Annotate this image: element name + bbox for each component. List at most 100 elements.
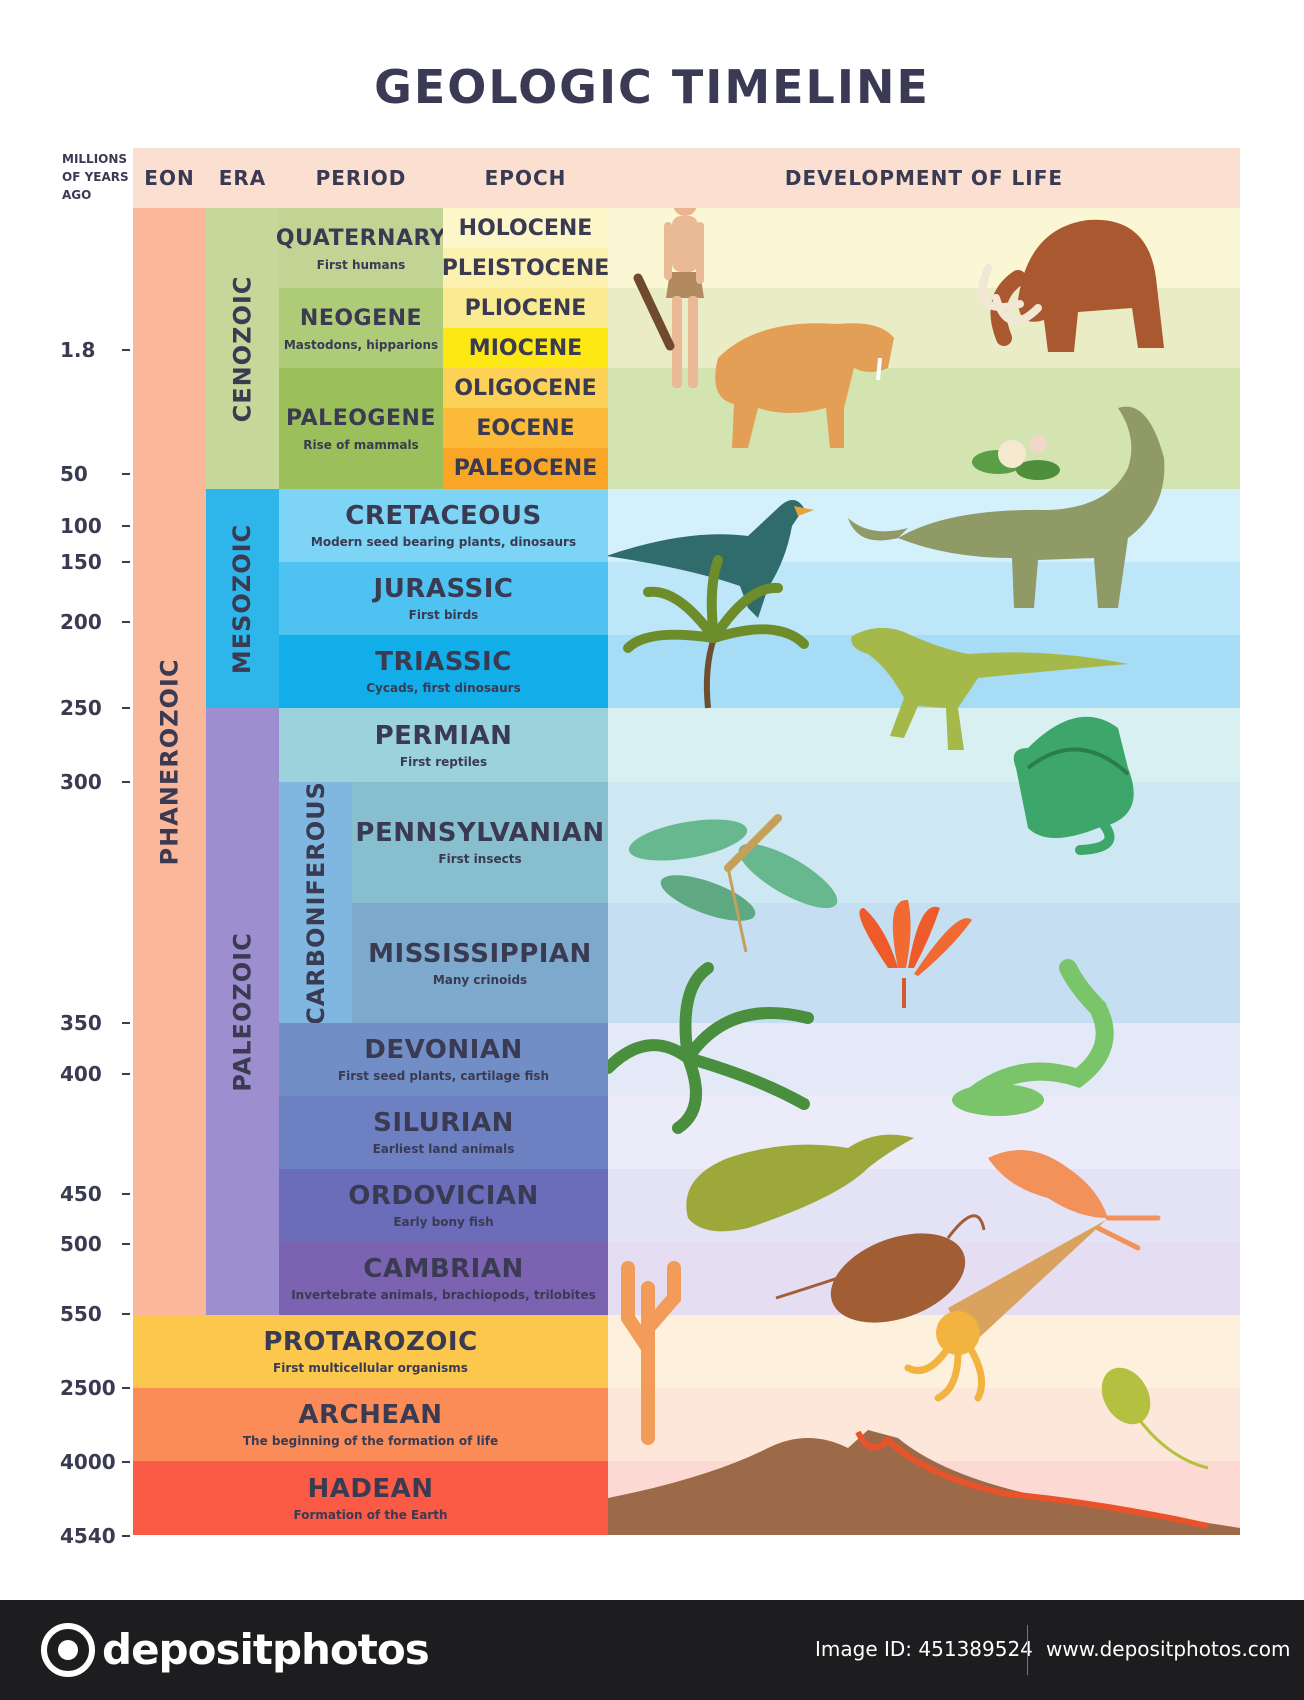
tick-mark — [122, 781, 130, 783]
period-name: CAMBRIAN — [363, 1254, 524, 1284]
bacterium-icon — [1101, 1367, 1209, 1470]
tick-mark — [122, 349, 130, 351]
tick-mark — [122, 1535, 130, 1537]
footer-bar — [0, 1600, 1304, 1700]
footer-url[interactable]: www.depositphotos.com — [1046, 1637, 1291, 1661]
mya-axis-header: MILLIONS OF YEARS AGO — [62, 150, 132, 204]
tick-mark — [122, 621, 130, 623]
epoch-holocene: HOLOCENE — [443, 208, 608, 248]
period-desc: First humans — [316, 257, 406, 272]
life-band — [608, 1096, 1240, 1169]
mammoth-icon — [978, 219, 1164, 352]
period-mississippian: MISSISSIPPIAN Many crinoids — [352, 903, 608, 1023]
period-devonian: DEVONIAN First seed plants, cartilage fi… — [279, 1023, 608, 1096]
tick-label: 100 — [60, 514, 102, 538]
epoch-pleistocene: PLEISTOCENE — [442, 248, 609, 288]
period-name: ORDOVICIAN — [348, 1181, 539, 1211]
period-desc: Rise of mammals — [303, 438, 419, 452]
header-eon: EON — [133, 148, 206, 208]
period-quaternary: QUATERNARY First humans — [276, 208, 446, 288]
period-carboniferous-label: CARBONIFEROUS — [301, 780, 330, 1025]
period-permian: PERMIAN First reptiles — [279, 708, 608, 782]
page-title: GEOLOGIC TIMELINE — [374, 60, 930, 114]
tick-mark — [122, 1387, 130, 1389]
tick-label: 250 — [60, 696, 102, 720]
footer-brand[interactable]: depositphotos — [102, 1625, 430, 1674]
period-jurassic: JURASSIC First birds — [279, 562, 608, 635]
period-desc: Earliest land animals — [372, 1142, 515, 1156]
period-desc: First reptiles — [399, 754, 488, 769]
period-desc: Modern seed bearing plants, dinosaurs — [310, 535, 577, 549]
eon-name: PROTAROZOIC — [263, 1327, 478, 1357]
tick-mark — [122, 1461, 130, 1463]
period-name: PALEOGENE — [286, 406, 436, 431]
volcano-icon — [608, 1430, 1240, 1535]
era-cenozoic-label: CENOZOIC — [228, 275, 257, 422]
mya-header-line: OF YEARS — [62, 170, 129, 184]
nautiloid-icon — [904, 1220, 1106, 1402]
tick-mark — [122, 707, 130, 709]
tick-mark — [122, 473, 130, 475]
era-mesozoic-label: MESOZOIC — [228, 523, 257, 674]
period-desc: Many crinoids — [432, 972, 528, 987]
header-period: PERIOD — [279, 148, 443, 208]
caveman-icon — [633, 208, 704, 388]
eon-desc: Formation of the Earth — [293, 1507, 448, 1522]
eon-name: ARCHEAN — [298, 1400, 443, 1430]
tick-mark — [122, 1243, 130, 1245]
period-desc: Cycads, first dinosaurs — [366, 681, 521, 695]
tick-label: 550 — [60, 1302, 102, 1326]
period-name: TRIASSIC — [375, 647, 512, 677]
fern-icon — [608, 962, 814, 1134]
period-desc: First birds — [408, 608, 479, 622]
period-pennsylvanian: PENNSYLVANIAN First insects — [352, 782, 608, 903]
amphibian-icon — [952, 959, 1114, 1116]
epoch-pliocene: PLIOCENE — [443, 288, 608, 328]
sabertooth-icon — [715, 323, 894, 448]
tick-label: 500 — [60, 1232, 102, 1256]
eon-phanerozoic-label: PHANEROZOIC — [155, 658, 184, 865]
era-cenozoic: CENOZOIC — [206, 208, 279, 489]
tick-label: 50 — [60, 462, 88, 486]
period-name: NEOGENE — [299, 305, 423, 331]
tick-mark — [122, 1073, 130, 1075]
tick-label: 350 — [60, 1011, 102, 1035]
period-desc: First seed plants, cartilage fish — [337, 1069, 550, 1083]
epoch-miocene: MIOCENE — [443, 328, 608, 368]
period-silurian: SILURIAN Earliest land animals — [279, 1096, 608, 1169]
theropod-icon — [851, 627, 1128, 750]
header-development-of-life: DEVELOPMENT OF LIFE — [608, 148, 1240, 208]
period-desc: Early bony fish — [393, 1215, 494, 1229]
tick-label: 450 — [60, 1182, 102, 1206]
magnolia-icon — [972, 435, 1060, 480]
crinoid-icon — [859, 899, 972, 1008]
tick-label: 400 — [60, 1062, 102, 1086]
era-mesozoic: MESOZOIC — [206, 489, 279, 708]
tick-mark — [122, 525, 130, 527]
eon-archean: ARCHEAN The beginning of the formation o… — [133, 1388, 608, 1461]
period-paleogene: PALEOGENE Rise of mammals — [279, 368, 443, 489]
life-band — [608, 708, 1240, 782]
eon-name: HADEAN — [307, 1473, 434, 1504]
eon-desc: First multicellular organisms — [273, 1361, 468, 1375]
dragonfly-icon — [628, 814, 838, 953]
depositphotos-logo-icon — [41, 1623, 95, 1677]
sauropod-icon — [848, 406, 1165, 608]
period-desc: First insects — [438, 852, 522, 866]
sea-scorpion-icon — [988, 1150, 1161, 1251]
mya-header-line: MILLIONS — [62, 152, 128, 166]
tick-label: 4000 — [60, 1450, 116, 1474]
eon-hadean: HADEAN Formation of the Earth — [133, 1461, 608, 1535]
era-paleozoic: PALEOZOIC — [206, 708, 279, 1315]
period-desc: Mastodons, hipparions — [283, 337, 439, 352]
tick-label: 2500 — [60, 1376, 116, 1400]
eon-protarozoic: PROTAROZOIC First multicellular organism… — [133, 1315, 608, 1388]
fish-icon — [686, 1134, 914, 1232]
header-epoch: EPOCH — [443, 148, 608, 208]
epoch-eocene: EOCENE — [443, 408, 608, 448]
tick-mark — [122, 1193, 130, 1195]
period-name: CRETACEOUS — [345, 501, 542, 531]
period-name: PERMIAN — [374, 720, 513, 751]
tick-mark — [122, 1022, 130, 1024]
period-cretaceous: CRETACEOUS Modern seed bearing plants, d… — [279, 489, 608, 562]
